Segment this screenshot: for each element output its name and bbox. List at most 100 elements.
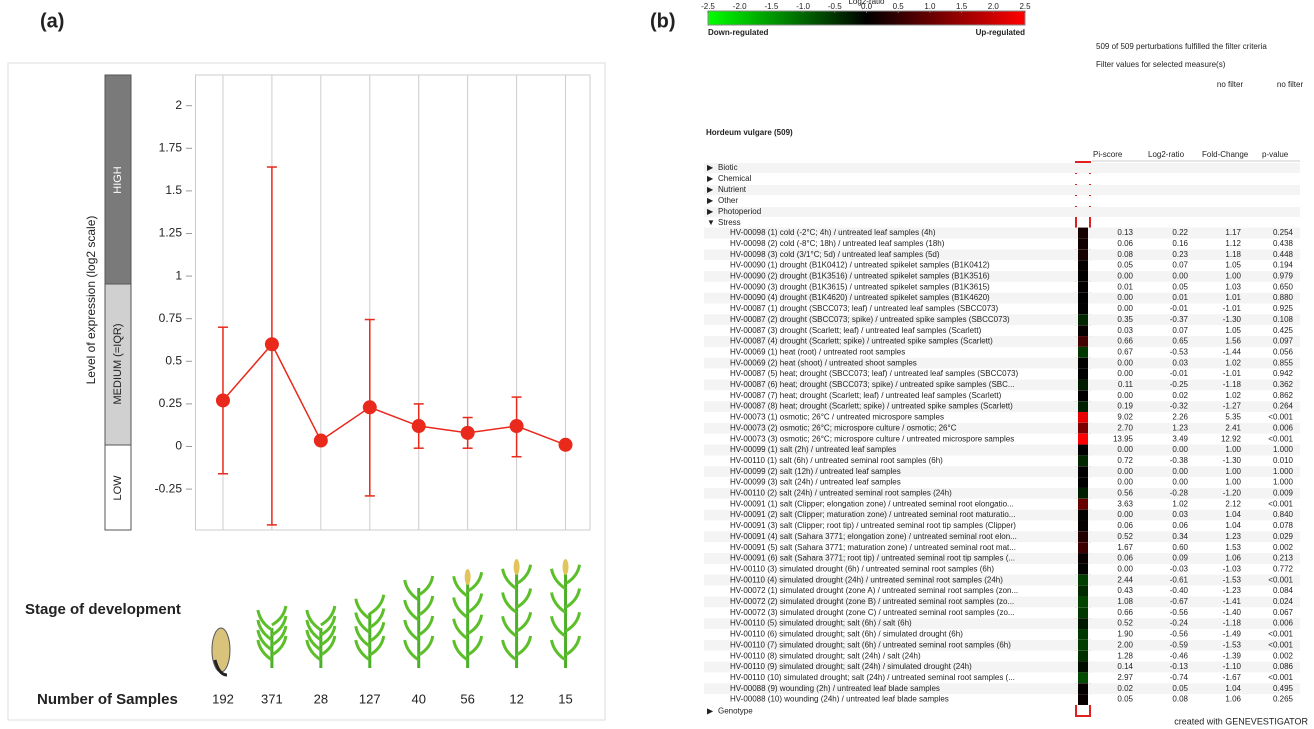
cell-value: 0.01 — [1172, 293, 1188, 302]
cell-value: -0.59 — [1170, 640, 1189, 649]
cell-value: 0.11 — [1118, 380, 1134, 389]
group-label[interactable]: Photoperiod — [718, 207, 761, 216]
heat-cell — [1078, 509, 1088, 521]
cell-value: 0.942 — [1273, 369, 1294, 378]
row-label: HV-00091 (3) salt (Clipper; root tip) / … — [730, 521, 1016, 530]
cell-value: 0.979 — [1273, 272, 1294, 281]
cell-value: 1.53 — [1225, 543, 1241, 552]
row-stripe — [704, 238, 1300, 250]
cell-value: 0.880 — [1273, 293, 1294, 302]
cell-value: 1.00 — [1225, 478, 1241, 487]
cell-value: -0.67 — [1170, 597, 1189, 606]
plant-icon — [368, 594, 386, 616]
cell-value: 0.02 — [1172, 391, 1188, 400]
scale-tick-label: 0.5 — [893, 2, 905, 11]
plant-icon — [564, 611, 582, 633]
row-stripe — [704, 455, 1300, 467]
heat-cell — [1078, 336, 1088, 347]
cell-value: -1.53 — [1223, 575, 1242, 584]
cell-value: 0.264 — [1273, 402, 1294, 411]
cell-value: -1.40 — [1223, 608, 1242, 617]
cell-value: 0.00 — [1117, 391, 1133, 400]
group-label[interactable]: Chemical — [718, 174, 752, 183]
row-label: HV-00110 (10) simulated drought; salt (2… — [730, 673, 1015, 682]
cell-value: 3.49 — [1172, 434, 1188, 443]
row-stripe — [704, 553, 1300, 564]
cell-value: 0.254 — [1273, 228, 1294, 237]
cell-value: 1.23 — [1225, 532, 1241, 541]
point — [558, 437, 573, 452]
band-label: HIGH — [112, 166, 124, 194]
group-arrow: ▶ — [707, 174, 714, 183]
footer: created with GENEVESTIGATOR — [1174, 716, 1308, 726]
cell-value: 0.72 — [1117, 456, 1133, 465]
cell-value: -0.03 — [1170, 564, 1189, 573]
row-label: HV-00090 (4) drought (B1K4620) / untreat… — [730, 293, 990, 302]
organism: Hordeum vulgare (509) — [706, 128, 793, 137]
y-tick-label: 1 — [175, 268, 182, 282]
row-label: HV-00110 (3) simulated drought (6h) / un… — [730, 564, 994, 573]
cell-value: 0.108 — [1273, 315, 1294, 324]
y-tick-label: 1.5 — [165, 183, 182, 197]
group-arrow: ▶ — [707, 207, 714, 216]
row-label: HV-00072 (1) simulated drought (zone A) … — [730, 586, 1018, 595]
point — [313, 433, 328, 448]
cell-value: -0.01 — [1170, 304, 1189, 313]
heat-cell — [1078, 694, 1088, 705]
cell-value: 0.006 — [1273, 619, 1294, 628]
heat-cell — [1078, 455, 1088, 467]
cell-value: 0.23 — [1172, 250, 1188, 259]
plant-icon — [320, 605, 337, 627]
y-tick-label: 0 — [175, 439, 182, 453]
heat-cell — [1078, 401, 1088, 413]
row-label: HV-00072 (3) simulated drought (zone C) … — [730, 608, 1015, 617]
cell-value: -1.53 — [1223, 640, 1242, 649]
row-label: HV-00098 (1) cold (-2°C; 4h) / untreated… — [730, 228, 936, 237]
cell-value: 0.362 — [1273, 380, 1294, 389]
plant-icon — [305, 639, 322, 662]
cell-value: 0.084 — [1273, 586, 1294, 595]
row-stripe — [704, 629, 1300, 640]
cell-value: 0.650 — [1273, 282, 1294, 291]
cell-value: 0.34 — [1172, 532, 1188, 541]
heat-cell — [1078, 574, 1088, 586]
group-label[interactable]: Nutrient — [718, 185, 747, 194]
cell-value: 3.63 — [1117, 499, 1133, 508]
cell-value: <0.001 — [1268, 499, 1293, 508]
cell-value: 1.90 — [1117, 630, 1133, 639]
row-stripe — [704, 249, 1300, 261]
plant-icon — [305, 609, 322, 632]
point — [411, 419, 426, 434]
group-label[interactable]: Genotype — [718, 707, 753, 716]
heat-cell — [1078, 422, 1088, 434]
cell-value: 1.18 — [1225, 250, 1241, 259]
cell-value: 0.14 — [1117, 662, 1133, 671]
plant-icon — [515, 588, 533, 609]
cell-value: 2.26 — [1172, 413, 1188, 422]
cell-value: 0.52 — [1117, 532, 1133, 541]
cell-value: 1.08 — [1117, 597, 1133, 606]
row-stripe — [704, 574, 1300, 586]
cell-value: 0.05 — [1117, 695, 1133, 704]
cell-value: -0.56 — [1170, 630, 1189, 639]
group-label[interactable]: Other — [718, 196, 738, 205]
row-stripe — [704, 336, 1300, 347]
scale-tick-label: 1.5 — [956, 2, 968, 11]
scale-high-label: Up-regulated — [976, 28, 1025, 37]
row-label: HV-00073 (3) osmotic; 26°C; microspore c… — [730, 434, 1014, 443]
cell-value: 0.00 — [1117, 272, 1133, 281]
y-tick-label: 0.25 — [159, 396, 183, 410]
group-label[interactable]: Biotic — [718, 163, 738, 172]
cell-value: <0.001 — [1268, 630, 1293, 639]
heat-cell — [1078, 498, 1088, 510]
plant-icon — [305, 619, 322, 642]
group-label: Stress — [718, 218, 741, 227]
plant-icon — [466, 614, 484, 636]
row-stripe — [704, 303, 1300, 315]
plant-icon — [320, 615, 337, 637]
cell-value: 2.97 — [1117, 673, 1133, 682]
row-stripe — [704, 531, 1300, 543]
plant-icon — [354, 639, 371, 662]
y-tick-label: 2 — [175, 98, 182, 112]
cell-value: -0.13 — [1170, 662, 1189, 671]
